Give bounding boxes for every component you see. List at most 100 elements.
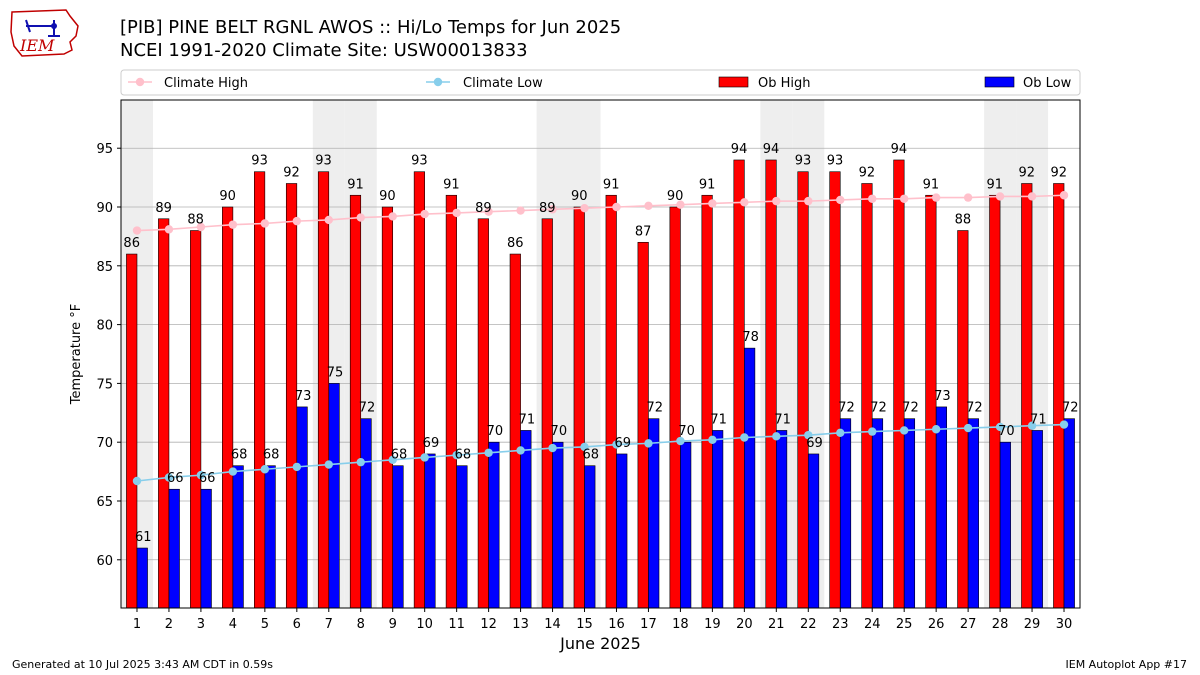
bar-ob-low <box>712 430 724 609</box>
bar-ob-low <box>232 465 244 609</box>
climate-low-point <box>995 422 1005 432</box>
climate-high-point <box>612 202 621 212</box>
bar-ob-low <box>424 453 436 609</box>
bar-ob-high <box>893 159 905 609</box>
x-tick-label: 12 <box>480 617 497 632</box>
x-tick-label: 1 <box>133 617 141 632</box>
climate-low-point <box>1027 421 1037 430</box>
label-ob-low: 72 <box>902 401 919 416</box>
climate-low-point <box>196 470 206 480</box>
legend-ob-high-label: Ob High <box>758 76 811 91</box>
label-ob-low: 73 <box>295 389 312 404</box>
climate-high-point <box>1059 191 1069 200</box>
bar-ob-high <box>701 194 713 609</box>
label-ob-high: 93 <box>795 154 812 169</box>
climate-low-point <box>708 435 717 445</box>
bar-ob-low <box>1031 430 1043 609</box>
x-tick-label: 5 <box>261 617 269 632</box>
bar-ob-low <box>328 383 340 609</box>
label-ob-low: 61 <box>135 530 152 545</box>
bar-ob-high <box>1053 183 1065 609</box>
plot-frame <box>120 99 1081 609</box>
label-ob-high: 91 <box>347 177 364 192</box>
label-ob-high: 91 <box>923 177 940 192</box>
x-tick-label: 28 <box>992 617 1009 632</box>
label-ob-high: 90 <box>571 189 588 204</box>
bar-ob-high <box>190 230 202 609</box>
x-tick-label: 9 <box>389 617 397 632</box>
label-ob-low: 72 <box>838 401 855 416</box>
label-ob-low: 69 <box>614 436 631 451</box>
climate-high-point <box>740 198 749 207</box>
climate-low-point <box>356 457 365 467</box>
climate-high-point <box>995 192 1005 201</box>
bar-ob-high <box>989 194 1001 609</box>
bar-ob-low <box>744 347 756 609</box>
climate-low-point <box>963 423 973 433</box>
climate-high-point <box>132 226 142 235</box>
bar-ob-high <box>637 241 649 609</box>
bar-ob-low <box>456 465 468 609</box>
label-ob-high: 91 <box>987 177 1004 192</box>
label-ob-high: 90 <box>379 189 396 204</box>
x-tick-label: 23 <box>832 617 849 632</box>
y-tick-label: 75 <box>96 377 113 392</box>
y-tick-label: 70 <box>96 436 113 451</box>
bar-ob-low <box>616 453 628 609</box>
label-ob-low: 72 <box>966 401 983 416</box>
label-ob-high: 86 <box>123 236 140 251</box>
iem-logo: IEM <box>10 9 79 57</box>
label-ob-low: 71 <box>519 412 536 427</box>
climate-low-point <box>388 455 397 465</box>
bar-ob-high <box>733 159 745 609</box>
climate-high-point <box>676 200 685 209</box>
label-ob-high: 94 <box>891 142 908 157</box>
chart-title: [PIB] PINE BELT RGNL AWOS :: Hi/Lo Temps… <box>120 17 622 38</box>
climate-high-point <box>899 194 909 203</box>
climate-high-point <box>388 212 397 221</box>
label-ob-low: 72 <box>646 401 663 416</box>
chart-subtitle: NCEI 1991-2020 Climate Site: USW00013833 <box>120 40 528 61</box>
bar-ob-high <box>445 194 457 609</box>
bar-ob-high <box>158 218 170 609</box>
x-tick-label: 19 <box>704 617 721 632</box>
x-tick-label: 14 <box>544 617 561 632</box>
bar-ob-low <box>1063 418 1075 609</box>
climate-low-point <box>548 443 557 453</box>
climate-high-point <box>260 219 270 228</box>
bar-ob-low <box>584 465 596 609</box>
climate-low-point <box>804 430 813 440</box>
label-ob-low: 71 <box>710 412 727 427</box>
x-tick-label: 20 <box>736 617 753 632</box>
bar-ob-low <box>967 418 979 609</box>
label-ob-low: 68 <box>583 448 600 463</box>
bar-ob-low <box>136 547 148 609</box>
bar-ob-low <box>552 441 564 609</box>
climate-high-point <box>548 205 557 214</box>
bar-ob-low <box>520 430 532 609</box>
legend-ob-high-swatch <box>718 76 749 88</box>
x-tick-label: 13 <box>512 617 529 632</box>
climate-low-point <box>772 432 781 441</box>
iem-logo-text: IEM <box>19 36 55 55</box>
label-ob-high: 86 <box>507 236 524 251</box>
climate-high-point <box>356 213 365 222</box>
climate-low-point <box>899 426 909 435</box>
bar-ob-low <box>360 418 372 609</box>
bar-ob-low <box>776 430 788 609</box>
climate-high-point <box>931 193 941 202</box>
label-ob-low: 71 <box>1030 412 1047 427</box>
label-ob-low: 68 <box>455 448 472 463</box>
bar-ob-high <box>797 171 809 609</box>
label-ob-high: 94 <box>731 142 748 157</box>
climate-low-point <box>740 433 749 442</box>
x-tick-label: 10 <box>416 617 433 632</box>
bar-ob-high <box>541 218 553 609</box>
label-ob-high: 94 <box>763 142 780 157</box>
climate-low-point <box>324 460 333 469</box>
label-ob-low: 66 <box>167 471 184 486</box>
label-ob-low: 72 <box>1062 401 1079 416</box>
bar-ob-high <box>605 194 617 609</box>
climate-high-point <box>452 208 461 218</box>
